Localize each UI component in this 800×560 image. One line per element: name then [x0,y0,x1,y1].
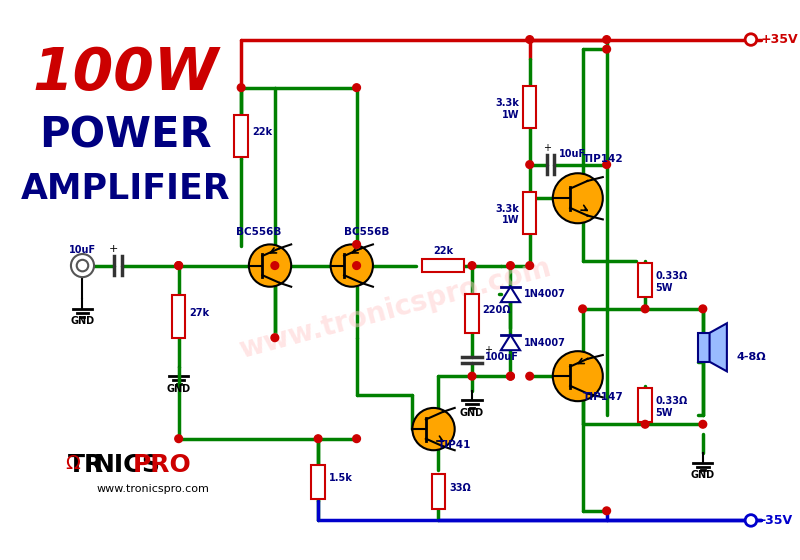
Text: 5W: 5W [656,283,674,293]
Text: 3.3k: 3.3k [495,98,519,108]
Polygon shape [501,335,520,350]
Text: PRO: PRO [133,454,191,477]
Text: 1W: 1W [502,110,519,120]
Text: 100uF: 100uF [485,352,518,362]
Text: 22k: 22k [433,246,454,256]
Text: 1.5k: 1.5k [329,473,353,483]
Circle shape [330,244,373,287]
Circle shape [603,36,610,44]
FancyBboxPatch shape [523,192,537,234]
Circle shape [526,262,534,269]
Text: 0.33Ω: 0.33Ω [656,396,688,406]
Text: BC556B: BC556B [236,227,282,237]
Circle shape [506,372,514,380]
FancyBboxPatch shape [523,86,537,128]
FancyBboxPatch shape [311,465,325,500]
Circle shape [175,262,182,269]
Circle shape [353,435,361,442]
Text: +: + [543,143,551,153]
Text: -35V: -35V [761,514,793,527]
Circle shape [271,262,278,269]
Circle shape [642,421,649,428]
Polygon shape [501,287,520,302]
Text: 1W: 1W [502,216,519,225]
Text: 5W: 5W [656,408,674,418]
FancyBboxPatch shape [422,259,464,272]
Circle shape [603,45,610,53]
Circle shape [353,262,361,269]
Text: GND: GND [690,470,715,480]
Text: 27k: 27k [190,307,210,318]
Circle shape [468,262,476,269]
FancyBboxPatch shape [172,295,186,338]
Text: 33Ω: 33Ω [449,483,470,493]
Circle shape [77,260,88,272]
Circle shape [553,173,603,223]
Circle shape [271,334,278,342]
Text: 10uF: 10uF [558,149,586,159]
Text: 22k: 22k [252,127,272,137]
Text: TIP41: TIP41 [438,440,472,450]
Text: +: + [485,345,493,355]
Text: +35V: +35V [761,33,798,46]
Text: POWER: POWER [39,115,212,157]
Text: 220Ω: 220Ω [482,305,511,315]
FancyBboxPatch shape [466,295,478,333]
Circle shape [412,408,454,450]
FancyBboxPatch shape [638,263,652,297]
Circle shape [506,262,514,269]
Circle shape [353,84,361,91]
Circle shape [238,84,245,91]
Text: 10uF: 10uF [69,245,96,255]
Circle shape [249,244,291,287]
Circle shape [71,254,94,277]
FancyBboxPatch shape [698,333,710,362]
Circle shape [745,515,757,526]
Text: TIP147: TIP147 [582,392,623,402]
Circle shape [175,262,182,269]
Circle shape [553,351,603,401]
Text: GND: GND [460,408,484,418]
Text: 0.33Ω: 0.33Ω [656,271,688,281]
Text: +: + [109,244,118,254]
Text: Ω: Ω [65,455,80,473]
Circle shape [353,241,361,248]
Text: www.tronicspro.com: www.tronicspro.com [97,484,210,493]
FancyBboxPatch shape [638,388,652,422]
Text: 4-8Ω: 4-8Ω [737,352,766,362]
Text: 100W: 100W [33,45,219,102]
Text: 1N4007: 1N4007 [524,338,566,348]
Circle shape [314,435,322,442]
Circle shape [506,372,514,380]
Polygon shape [710,323,727,371]
Circle shape [603,161,610,169]
Circle shape [603,507,610,515]
Text: www.tronicspro.com: www.tronicspro.com [236,254,554,364]
Circle shape [699,421,706,428]
Text: GND: GND [166,384,190,394]
Text: 3.3k: 3.3k [495,204,519,214]
Circle shape [745,34,757,45]
FancyBboxPatch shape [432,474,445,509]
Circle shape [642,305,649,312]
Text: AMPLIFIER: AMPLIFIER [21,171,230,206]
Circle shape [468,372,476,380]
Text: BC556B: BC556B [344,227,390,237]
Circle shape [526,36,534,44]
Circle shape [526,161,534,169]
Circle shape [578,305,586,312]
Text: GND: GND [70,316,94,326]
Circle shape [175,435,182,442]
Circle shape [699,305,706,312]
Text: NICS: NICS [94,454,161,477]
Text: 1N4007: 1N4007 [524,290,566,300]
Text: TR: TR [68,454,104,477]
Text: TIP142: TIP142 [582,153,623,164]
FancyBboxPatch shape [234,115,248,157]
Circle shape [526,372,534,380]
